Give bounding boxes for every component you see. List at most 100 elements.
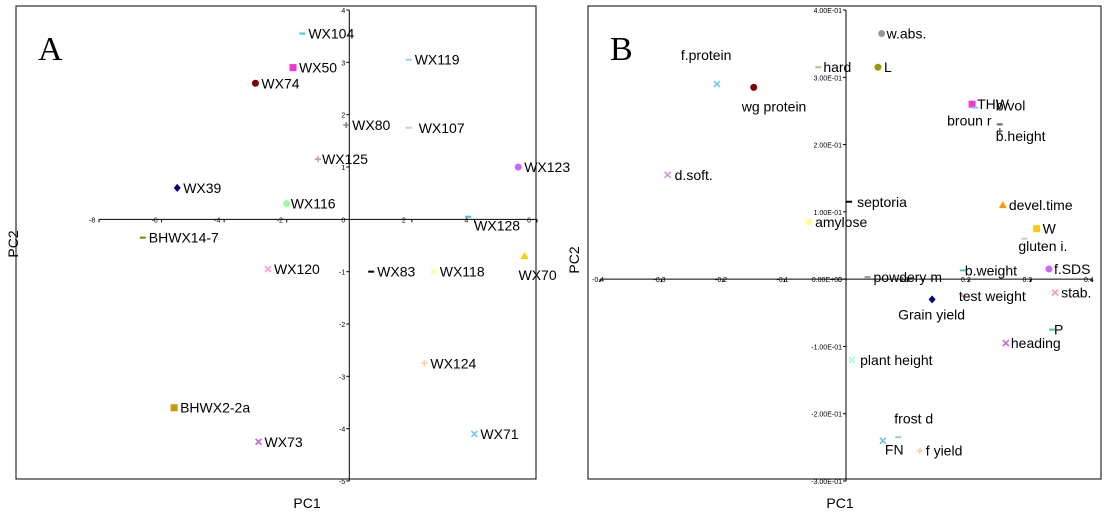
- data-point: WX71: [470, 426, 519, 442]
- data-point: w.abs.: [878, 26, 926, 42]
- point-marker: [289, 64, 297, 72]
- x-tick-label: 0: [838, 277, 842, 284]
- point-label: WX70: [518, 267, 556, 283]
- point-label: WX128: [474, 218, 520, 234]
- x-tick-label: -6: [152, 217, 158, 224]
- data-point: WX128: [465, 215, 520, 234]
- data-point: plant height: [848, 352, 933, 368]
- point-label: WX50: [299, 60, 337, 76]
- point-marker: [170, 404, 178, 412]
- point-marker: [430, 268, 438, 276]
- point-label: BHWX14-7: [149, 230, 219, 246]
- data-point: BHWX14-7: [139, 230, 219, 246]
- y-tick-label: 0.00E+00: [812, 277, 842, 284]
- panel-border: [15, 5, 537, 480]
- point-label: BHWX2-2a: [180, 400, 250, 416]
- data-point: d.soft.: [664, 167, 713, 183]
- data-point: f.protein: [681, 47, 731, 88]
- point-label: test weight: [959, 288, 1026, 304]
- point-marker: [520, 251, 529, 259]
- data-point: WX123: [514, 159, 570, 175]
- data-point: THW: [968, 96, 1010, 112]
- data-point: BHWX2-2a: [170, 400, 250, 416]
- data-point: f yield: [916, 443, 963, 459]
- x-tick-label: -0.4: [592, 277, 604, 284]
- y-tick-label: 4: [341, 8, 345, 15]
- point-label: WX107: [419, 120, 465, 136]
- point-marker: [713, 80, 721, 88]
- data-point: test weight: [959, 288, 1026, 304]
- data-point: WX125: [315, 151, 368, 167]
- data-point: powdery m: [864, 269, 942, 285]
- data-point: WX80: [343, 117, 390, 133]
- point-marker: [1033, 225, 1041, 233]
- y-tick-label: -1.00E-01: [811, 344, 842, 351]
- y-tick-label: 4.00E-01: [814, 8, 843, 15]
- point-marker: [968, 100, 976, 108]
- y-tick-label: -2: [339, 322, 345, 329]
- y-tick-label: 2: [341, 113, 345, 120]
- point-marker: [1051, 289, 1059, 297]
- data-point: Grain yield: [898, 295, 965, 322]
- data-point: hard: [815, 59, 851, 75]
- data-point: amylose: [805, 214, 867, 230]
- point-label: FN: [885, 442, 904, 458]
- point-marker: [664, 171, 672, 179]
- x-axis-title: PC1: [826, 495, 853, 511]
- data-point: b.vol: [996, 97, 1026, 126]
- point-marker: [173, 183, 181, 192]
- data-point: WX116: [283, 196, 336, 212]
- data-point: WX74: [251, 75, 300, 91]
- data-point: WX83: [368, 264, 416, 280]
- point-label: b.vol: [996, 97, 1026, 113]
- panel-border: [587, 5, 1102, 480]
- point-label: devel.time: [1009, 197, 1073, 213]
- point-marker: [874, 63, 882, 71]
- point-label: WX120: [274, 261, 320, 277]
- chart-panel-a: -8 -6 -4 -2 2 4 6 4 3 2 1 -1 -2 -3 -4 -5 0 A PC1 PC2 WX104 WX…: [5, 5, 570, 511]
- point-label: Grain yield: [898, 306, 965, 322]
- point-marker: [750, 83, 758, 91]
- point-marker: [848, 356, 856, 364]
- y-tick-label: 2.00E-01: [814, 143, 843, 150]
- point-marker: [315, 156, 321, 163]
- point-label: WX125: [322, 151, 368, 167]
- point-label: w.abs.: [886, 26, 927, 42]
- y-tick-label: -3: [339, 374, 345, 381]
- point-label: amylose: [815, 214, 867, 230]
- point-marker: [879, 437, 887, 445]
- x-tick-label: -0.1: [777, 277, 789, 284]
- point-label: d.soft.: [675, 167, 713, 183]
- y-tick-label: -2.00E-01: [811, 412, 842, 419]
- data-point: devel.time: [998, 197, 1073, 213]
- point-marker: [1045, 265, 1053, 273]
- point-label: frost d: [894, 410, 933, 426]
- data-point: WX50: [289, 60, 337, 76]
- x-tick-label: 0.2: [961, 277, 971, 284]
- point-marker: [254, 438, 263, 446]
- panel-letter: A: [38, 31, 63, 68]
- point-label: WX123: [524, 159, 570, 175]
- data-point: WX124: [421, 355, 476, 371]
- x-tick-label: -8: [89, 217, 95, 224]
- point-label: P: [1054, 322, 1063, 338]
- y-axis-title: PC2: [5, 230, 21, 257]
- chart-panel-b: -0.4 -0.3 -0.2 -0.1 0 0.1 0.2 0.3 0.4 4.00E-01 3.0…: [566, 5, 1102, 511]
- data-point: L: [874, 59, 892, 75]
- point-marker: [283, 200, 291, 208]
- point-label: b.weight: [965, 262, 1017, 278]
- data-point: wg protein: [741, 83, 807, 114]
- y-tick-label: 3: [341, 60, 345, 67]
- data-point: WX104: [299, 26, 354, 42]
- data-point: gluten i.: [1018, 237, 1067, 254]
- point-label: f yield: [926, 443, 963, 459]
- point-label: WX39: [183, 180, 221, 196]
- panel-letter: B: [610, 31, 633, 68]
- point-label: plant height: [860, 352, 933, 368]
- point-label: WX83: [377, 264, 415, 280]
- point-marker: [928, 295, 936, 304]
- point-label: THW: [977, 96, 1010, 112]
- data-point: WX39: [173, 180, 222, 196]
- y-tick-label: -4: [339, 427, 345, 434]
- point-label: wg protein: [741, 98, 807, 114]
